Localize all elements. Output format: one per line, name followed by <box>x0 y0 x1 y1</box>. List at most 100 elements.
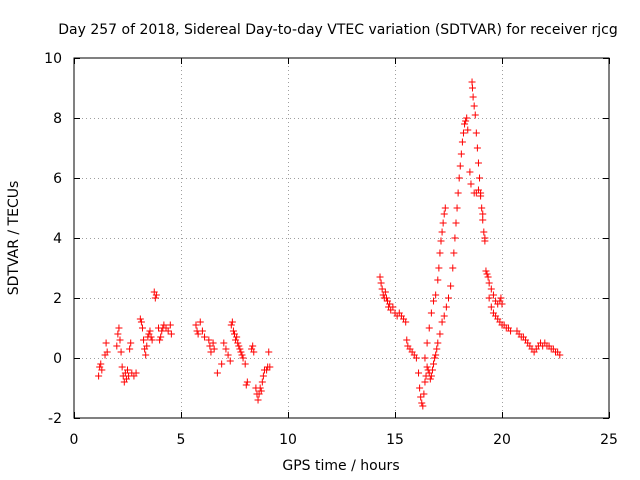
data-point <box>381 288 389 296</box>
data-point <box>389 303 397 311</box>
data-point <box>481 234 489 242</box>
data-point <box>442 303 450 311</box>
data-point <box>434 339 442 347</box>
data-point <box>376 273 384 281</box>
data-point <box>143 342 151 350</box>
data-point <box>229 327 237 335</box>
data-point <box>243 378 251 386</box>
data-point <box>472 129 480 137</box>
data-point <box>507 327 515 335</box>
data-point <box>194 330 202 338</box>
data-point <box>206 342 214 350</box>
data-point <box>126 345 134 353</box>
data-point <box>164 327 172 335</box>
data-point <box>477 192 485 200</box>
data-point <box>440 312 448 320</box>
data-point <box>103 348 111 356</box>
data-point <box>236 345 244 353</box>
data-point <box>222 345 230 353</box>
data-point <box>382 294 390 302</box>
data-point <box>258 378 266 386</box>
data-point <box>453 204 461 212</box>
data-point <box>483 270 491 278</box>
data-point <box>213 369 221 377</box>
data-point <box>377 279 385 287</box>
data-point <box>418 399 426 407</box>
data-point <box>234 339 242 347</box>
data-points <box>95 78 564 410</box>
data-point <box>428 366 436 374</box>
data-point <box>95 372 103 380</box>
data-point <box>457 150 465 158</box>
data-point <box>97 360 105 368</box>
data-point <box>423 363 431 371</box>
data-point <box>479 216 487 224</box>
data-point <box>447 282 455 290</box>
data-point <box>464 126 472 134</box>
data-point <box>140 336 148 344</box>
x-tick-label: 10 <box>279 432 297 448</box>
data-point <box>456 162 464 170</box>
data-point <box>432 291 440 299</box>
data-point <box>257 387 265 395</box>
data-point <box>438 318 446 326</box>
data-point <box>445 294 452 302</box>
data-point <box>227 321 235 329</box>
data-point <box>450 249 458 257</box>
x-tick-label: 20 <box>493 432 511 448</box>
data-point <box>147 333 155 341</box>
data-point <box>485 294 493 302</box>
data-point <box>478 204 486 212</box>
data-point <box>451 234 459 242</box>
data-point <box>487 285 495 293</box>
x-axis-label: GPS time / hours <box>282 458 399 474</box>
data-point <box>484 273 492 281</box>
data-point <box>209 339 217 347</box>
data-point <box>207 348 215 356</box>
data-point <box>498 300 506 308</box>
data-point <box>235 342 243 350</box>
data-point <box>468 84 476 92</box>
data-point <box>473 144 481 152</box>
data-point <box>242 381 250 389</box>
y-axis-label: SDTVAR / TECUs <box>6 181 22 296</box>
data-point <box>434 276 442 284</box>
data-point <box>116 336 124 344</box>
data-point <box>455 174 463 182</box>
data-point <box>433 345 441 353</box>
data-point <box>468 78 476 86</box>
data-point <box>210 345 218 353</box>
data-point <box>196 318 204 326</box>
data-point <box>114 330 122 338</box>
data-point <box>137 318 145 326</box>
data-point <box>417 393 425 401</box>
data-point <box>436 330 444 338</box>
data-point <box>148 336 156 344</box>
data-point <box>158 327 166 335</box>
data-point <box>485 279 493 287</box>
data-point <box>416 384 424 392</box>
x-tick-label: 0 <box>70 432 79 448</box>
data-point <box>421 378 429 386</box>
data-point <box>166 321 174 329</box>
chart-title: Day 257 of 2018, Sidereal Day-to-day VTE… <box>58 22 617 38</box>
y-tick-label: 10 <box>44 51 62 67</box>
data-point <box>224 351 232 359</box>
data-point <box>124 366 131 374</box>
data-point <box>152 291 160 299</box>
data-point <box>426 375 434 383</box>
data-point <box>449 264 457 272</box>
data-point <box>142 351 150 359</box>
data-point <box>435 264 443 272</box>
data-point <box>250 348 258 356</box>
x-tick-labels: 0 5 10 15 20 25 <box>70 432 618 448</box>
data-point <box>419 402 427 410</box>
data-point <box>98 366 106 374</box>
data-point <box>489 291 497 299</box>
data-point <box>117 348 125 356</box>
y-tick-label: 2 <box>53 291 62 307</box>
data-point <box>479 210 487 218</box>
data-point <box>474 186 482 194</box>
data-point <box>127 339 135 347</box>
data-point <box>254 396 262 404</box>
